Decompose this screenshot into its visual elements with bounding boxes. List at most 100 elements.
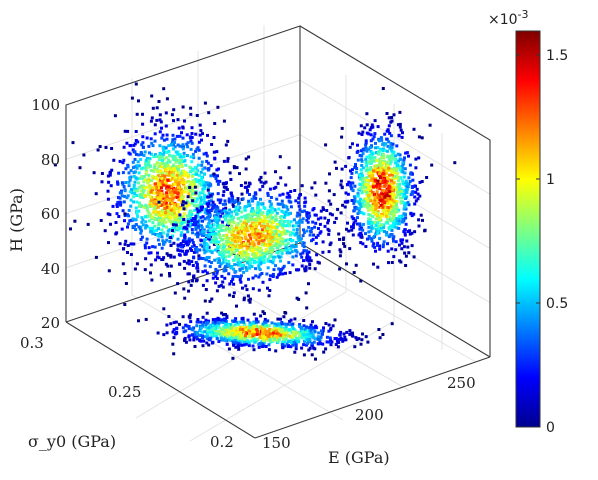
scatter-point [328, 243, 332, 247]
scatter-point [178, 180, 182, 184]
scatter-point [175, 331, 179, 334]
scatter-point [303, 204, 307, 208]
scatter-point [378, 182, 382, 185]
scatter-point [385, 211, 389, 215]
scatter-point [370, 157, 374, 160]
scatter-point [234, 317, 238, 321]
scatter-point [173, 145, 177, 149]
scatter-point [368, 128, 372, 132]
scatter-point [196, 231, 200, 235]
scatter-point [190, 245, 194, 249]
scatter-point [227, 199, 231, 203]
scatter-point [143, 186, 147, 190]
scatter-point [365, 193, 369, 196]
scatter-point [303, 269, 307, 273]
scatter-point [159, 273, 163, 277]
scatter-point [112, 158, 116, 162]
scatter-point [370, 224, 374, 228]
scatter-point [171, 157, 175, 161]
scatter-point [384, 214, 388, 218]
scatter-point [236, 231, 240, 235]
scatter-point [212, 172, 216, 176]
scatter-point [163, 183, 167, 187]
scatter-point [368, 146, 372, 149]
scatter-point [376, 196, 380, 200]
scatter-point [271, 230, 275, 234]
scatter-point [192, 250, 196, 254]
z-axis-label: H (GPa) [7, 188, 26, 252]
scatter-point [395, 172, 399, 175]
scatter-point [236, 197, 240, 201]
scatter-point [365, 167, 369, 170]
scatter-point [144, 257, 148, 261]
scatter-point [378, 179, 382, 183]
scatter-point [198, 181, 202, 185]
scatter-point [291, 255, 295, 259]
scatter-point [178, 226, 182, 230]
scatter-point [370, 221, 374, 225]
scatter-point [305, 229, 309, 233]
scatter-point [340, 135, 344, 139]
scatter-point [259, 259, 262, 262]
scatter-point [185, 204, 189, 208]
scatter-point [395, 188, 398, 192]
scatter-point [246, 318, 250, 322]
scatter-point [413, 230, 417, 234]
scatter-point [234, 269, 238, 273]
scatter-point [327, 323, 331, 327]
scatter-point [302, 353, 306, 357]
scatter-point [243, 251, 247, 255]
scatter-point [246, 229, 250, 233]
scatter-point [204, 288, 208, 291]
scatter-point [151, 227, 155, 231]
scatter-point [282, 229, 286, 233]
scatter-point [165, 185, 169, 189]
scatter-point [193, 220, 197, 224]
scatter-point [331, 324, 335, 328]
scatter-point [284, 246, 288, 250]
scatter-point [277, 241, 281, 245]
scatter-point [319, 209, 323, 213]
scatter-point [183, 173, 187, 177]
scatter-point [266, 266, 270, 270]
scatter-point [382, 240, 386, 244]
scatter-point [156, 238, 160, 242]
scatter-point [401, 179, 405, 183]
scatter-point [379, 185, 383, 189]
scatter-point [256, 201, 260, 205]
scatter-point [358, 183, 362, 187]
scatter-point [190, 219, 194, 222]
scatter-point [157, 234, 161, 238]
scatter-point [216, 198, 220, 202]
scatter-point [238, 256, 242, 260]
scatter-point [404, 188, 408, 192]
scatter-point [237, 340, 241, 343]
scatter-point [191, 199, 195, 203]
scatter-point [120, 181, 124, 185]
scatter-point [133, 150, 137, 154]
scatter-point [318, 337, 322, 341]
scatter-point [166, 178, 170, 182]
scatter-point [247, 335, 251, 339]
scatter-point [390, 188, 394, 192]
scatter-point [324, 181, 328, 185]
scatter-point [404, 222, 408, 226]
scatter-point [222, 269, 226, 273]
scatter-point [187, 192, 191, 196]
scatter-point [221, 220, 225, 224]
scatter-point [276, 317, 280, 321]
scatter-point [126, 225, 129, 229]
scatter-point [212, 240, 216, 244]
scatter-point [119, 191, 123, 194]
scatter-point [382, 230, 386, 233]
scatter-point [383, 180, 387, 184]
scatter-point [314, 235, 318, 239]
scatter-point [155, 106, 159, 110]
scatter-point [180, 158, 183, 162]
scatter-point [376, 151, 380, 155]
scatter-point [100, 172, 104, 175]
scatter-point [346, 192, 350, 196]
scatter-point [399, 201, 403, 205]
scatter-point [192, 338, 196, 342]
scatter-point [228, 230, 232, 234]
